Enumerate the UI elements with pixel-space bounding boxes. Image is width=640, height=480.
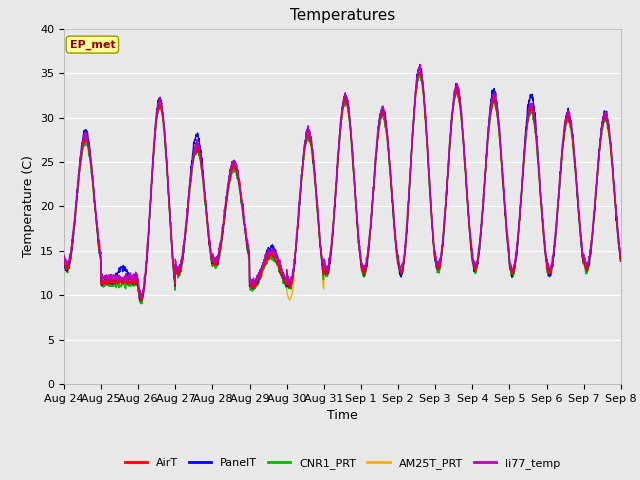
li77_temp <box>216 247 223 252</box>
AirT <box>416 70 424 75</box>
Line: AM25T_PRT: AM25T_PRT <box>64 73 621 301</box>
AirT <box>216 251 223 257</box>
PanelT <box>416 64 424 70</box>
Legend: AirT, PanelT, CNR1_PRT, AM25T_PRT, li77_temp: AirT, PanelT, CNR1_PRT, AM25T_PRT, li77_… <box>120 454 564 473</box>
PanelT <box>136 298 144 303</box>
li77_temp <box>138 295 145 300</box>
AirT <box>138 298 145 303</box>
CNR1_PRT <box>137 301 145 307</box>
li77_temp <box>371 168 378 174</box>
AM25T_PRT <box>415 71 423 76</box>
CNR1_PRT <box>60 262 68 268</box>
PanelT <box>358 268 366 274</box>
CNR1_PRT <box>371 174 378 180</box>
AM25T_PRT <box>138 299 145 304</box>
li77_temp <box>358 265 366 271</box>
AirT <box>568 131 575 136</box>
AM25T_PRT <box>216 249 223 254</box>
li77_temp <box>416 61 424 67</box>
PanelT <box>216 251 223 256</box>
CNR1_PRT <box>216 254 223 260</box>
li77_temp <box>568 129 575 135</box>
AM25T_PRT <box>358 268 366 274</box>
AirT <box>371 174 378 180</box>
AM25T_PRT <box>617 255 625 261</box>
Title: Temperatures: Temperatures <box>290 9 395 24</box>
Line: AirT: AirT <box>64 72 621 300</box>
Text: EP_met: EP_met <box>70 39 115 50</box>
CNR1_PRT <box>358 270 366 276</box>
li77_temp <box>60 252 68 258</box>
AM25T_PRT <box>60 258 68 264</box>
CNR1_PRT <box>584 266 591 272</box>
Y-axis label: Temperature (C): Temperature (C) <box>22 156 35 257</box>
PanelT <box>584 263 591 269</box>
AirT <box>358 268 366 274</box>
Line: CNR1_PRT: CNR1_PRT <box>64 75 621 304</box>
AirT <box>60 255 68 261</box>
CNR1_PRT <box>415 72 423 78</box>
X-axis label: Time: Time <box>327 409 358 422</box>
PanelT <box>371 171 378 177</box>
PanelT <box>60 260 68 266</box>
AM25T_PRT <box>568 131 575 136</box>
AirT <box>617 257 625 263</box>
CNR1_PRT <box>504 250 512 255</box>
AirT <box>584 264 591 270</box>
CNR1_PRT <box>568 133 575 139</box>
CNR1_PRT <box>617 258 625 264</box>
li77_temp <box>617 251 625 257</box>
PanelT <box>568 126 575 132</box>
AirT <box>504 248 512 254</box>
AM25T_PRT <box>371 172 378 178</box>
Line: li77_temp: li77_temp <box>64 64 621 298</box>
AM25T_PRT <box>504 246 512 252</box>
li77_temp <box>504 242 512 248</box>
Line: PanelT: PanelT <box>64 67 621 300</box>
PanelT <box>617 258 625 264</box>
li77_temp <box>584 260 591 266</box>
PanelT <box>504 245 512 251</box>
AM25T_PRT <box>584 264 591 270</box>
